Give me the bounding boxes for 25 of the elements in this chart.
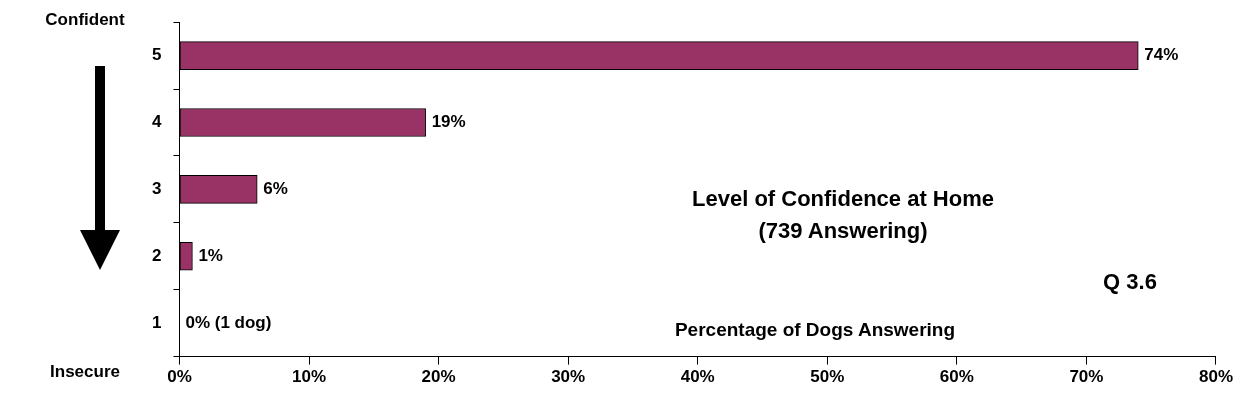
y-tick-label: 5 bbox=[151, 45, 162, 65]
data-label: 0% (1 dog) bbox=[185, 312, 272, 332]
x-tick-label: 60% bbox=[939, 367, 974, 387]
x-tick-label: 10% bbox=[292, 367, 327, 387]
x-tick-label: 80% bbox=[1198, 367, 1233, 387]
text: Insecure bbox=[50, 361, 120, 381]
x-tick-label: 50% bbox=[810, 367, 845, 387]
text: Confident bbox=[45, 9, 125, 29]
x-tick-label: 40% bbox=[680, 367, 715, 387]
y-tick-label: 4 bbox=[151, 112, 162, 132]
y-tick-label: 2 bbox=[151, 245, 162, 265]
x-tick-label: 0% bbox=[167, 367, 192, 387]
data-label: 1% bbox=[198, 245, 223, 265]
y-tick-label: 1 bbox=[151, 312, 162, 332]
data-label: 19% bbox=[431, 112, 466, 132]
data-label: 6% bbox=[263, 179, 288, 199]
data-label: 74% bbox=[1144, 45, 1179, 65]
y-tick-label: 3 bbox=[151, 179, 162, 199]
text: Level of Confidence at Home bbox=[692, 186, 994, 212]
x-axis-title: Percentage of Dogs Answering bbox=[674, 318, 956, 340]
x-tick-label: 20% bbox=[421, 367, 456, 387]
x-tick-label: 30% bbox=[551, 367, 586, 387]
annotation: Q 3.6 bbox=[1103, 269, 1157, 295]
x-tick-label: 70% bbox=[1069, 367, 1104, 387]
text: (739 Answering) bbox=[758, 218, 928, 244]
